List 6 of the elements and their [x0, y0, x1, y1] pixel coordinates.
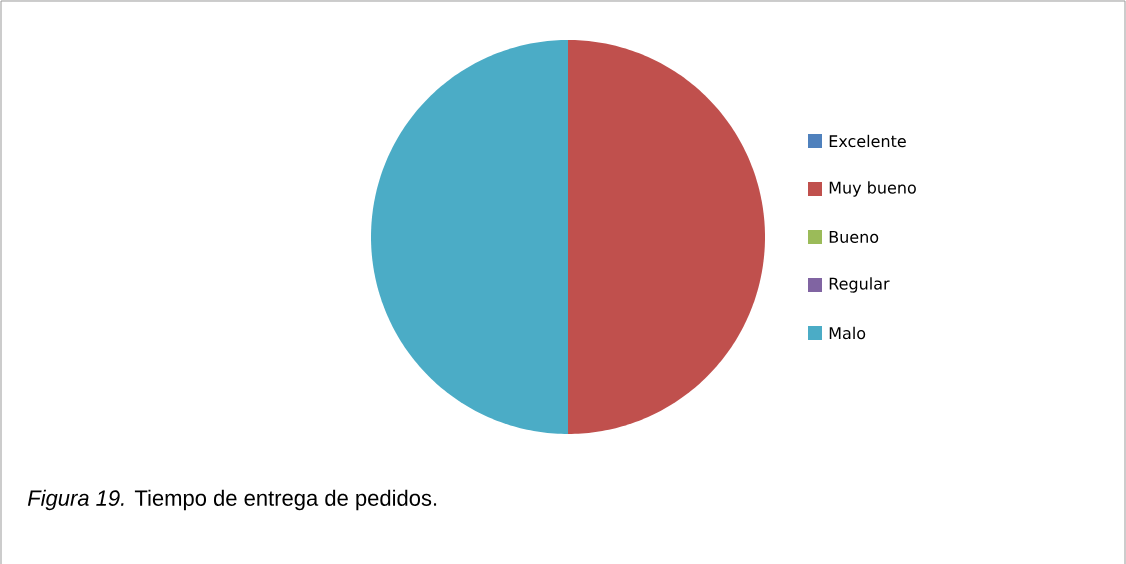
legend-label: Muy bueno — [829, 181, 916, 197]
legend-label: Malo — [829, 326, 866, 340]
text: Figura 19. Tiempo de entrega de pedidos. — [27, 489, 437, 511]
legend-label: Bueno — [829, 231, 879, 243]
legend-label: Excelente — [829, 134, 906, 148]
legend-label: Regular — [829, 277, 890, 293]
